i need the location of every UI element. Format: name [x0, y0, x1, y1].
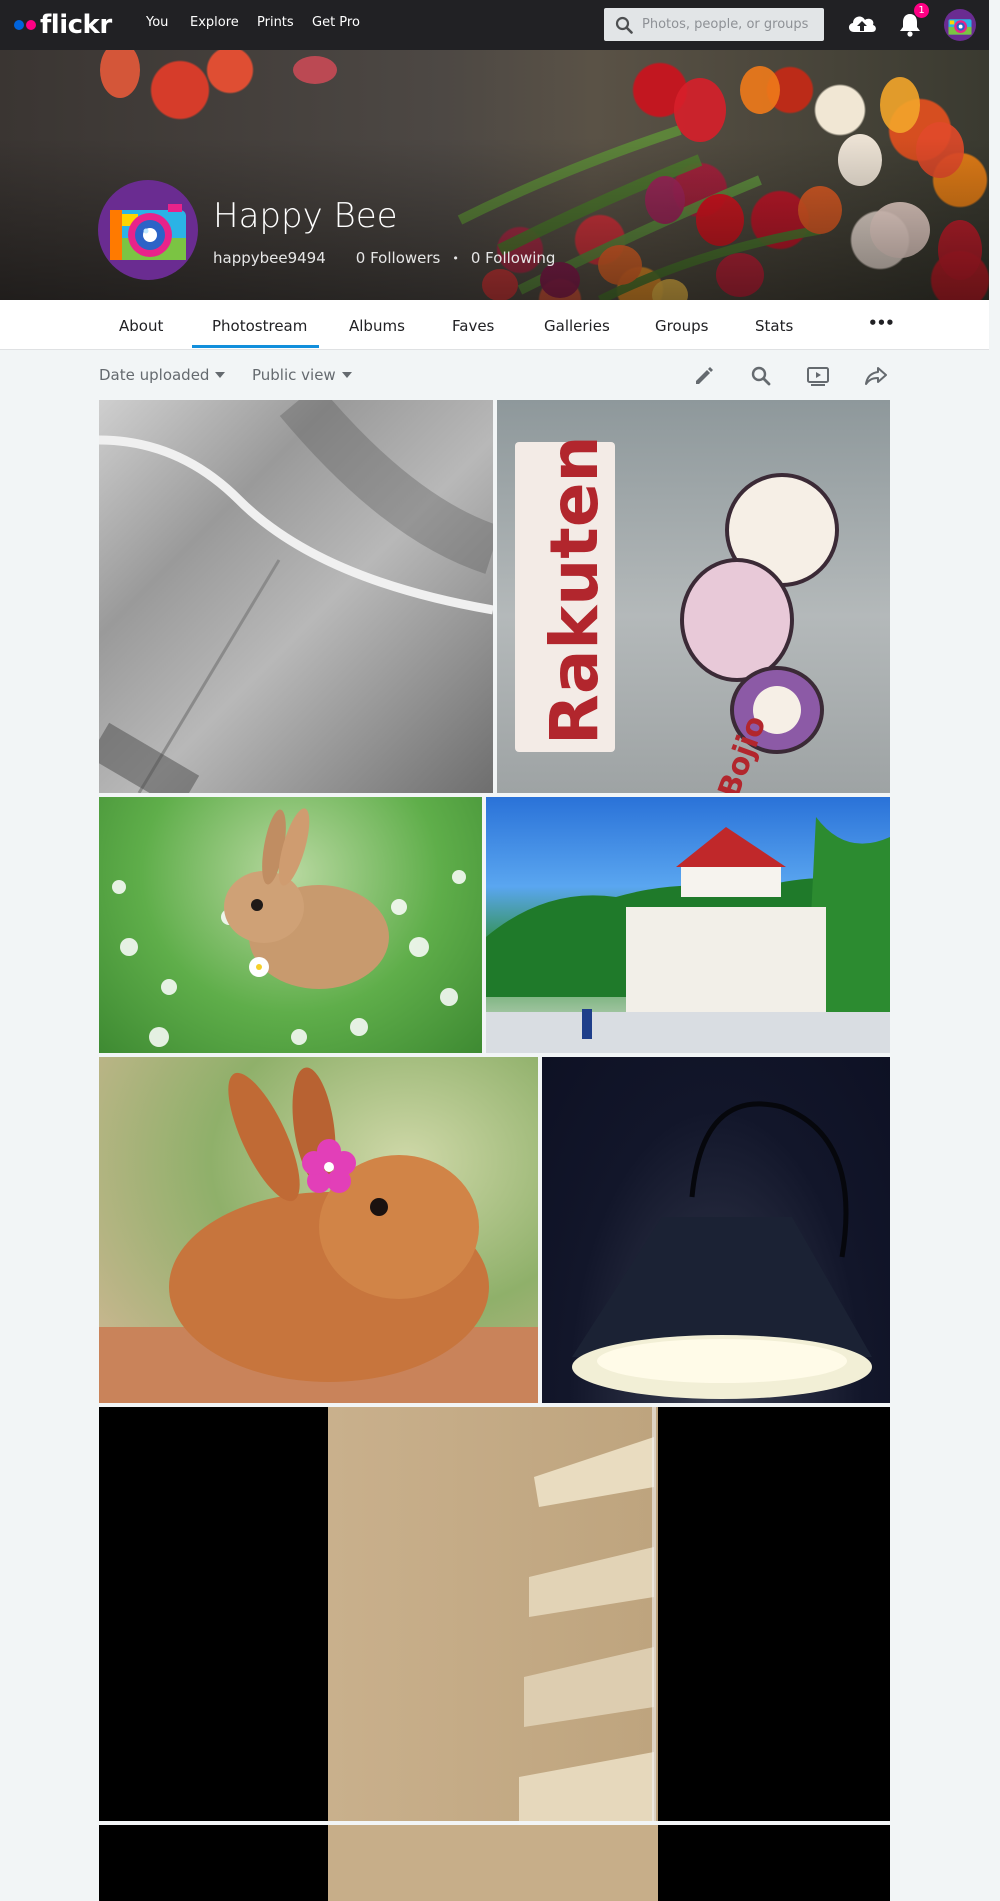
search-icon — [615, 16, 633, 34]
camera-avatar-icon — [110, 204, 186, 260]
photo-tile[interactable]: Rakuten Bojio — [497, 400, 890, 793]
profile-meta: happybee9494 0 Followers • 0 Following — [213, 249, 555, 267]
tab-galleries[interactable]: Galleries — [544, 317, 610, 335]
more-menu-button[interactable]: ••• — [868, 314, 895, 332]
profile-avatar[interactable] — [98, 180, 198, 280]
tab-groups[interactable]: Groups — [655, 317, 709, 335]
cable-photo-image — [99, 400, 493, 793]
tab-stats[interactable]: Stats — [755, 317, 794, 335]
logo-pink-dot — [26, 20, 36, 30]
sort-dropdown-label: Date uploaded — [99, 366, 210, 384]
view-dropdown-label: Public view — [252, 366, 336, 384]
rakuten-sticker-image: Rakuten Bojio — [515, 435, 839, 793]
upload-cloud-icon[interactable] — [846, 12, 878, 36]
photo-tile[interactable] — [99, 1057, 538, 1403]
chevron-down-icon — [341, 372, 352, 378]
tulip-cover-image — [100, 50, 982, 300]
nav-link-you[interactable]: You — [146, 15, 169, 30]
logo-text: flickr — [40, 10, 112, 40]
photo-tile[interactable] — [99, 400, 493, 793]
view-dropdown[interactable]: Public view — [252, 366, 352, 384]
chevron-down-icon — [215, 372, 226, 378]
sticker-text-rakuten: Rakuten — [536, 435, 613, 745]
nav-link-get-pro[interactable]: Get Pro — [312, 15, 360, 30]
tab-faves[interactable]: Faves — [452, 317, 495, 335]
wood-shelves-photo-image — [328, 1407, 658, 1821]
sort-dropdown[interactable]: Date uploaded — [99, 366, 226, 384]
profile-name: Happy Bee — [213, 196, 398, 236]
share-icon[interactable] — [864, 364, 888, 388]
followers-link[interactable]: 0 Followers — [355, 249, 441, 267]
nav-link-explore[interactable]: Explore — [190, 15, 239, 30]
edit-pencil-icon[interactable] — [692, 364, 716, 388]
rabbit-flower-photo-image — [99, 1067, 538, 1403]
search-input[interactable] — [642, 15, 812, 33]
flickr-logo[interactable]: flickr — [14, 10, 112, 40]
temple-photo-image — [486, 817, 890, 1053]
logo-blue-dot — [14, 20, 24, 30]
bell-icon[interactable] — [898, 12, 922, 38]
search-box — [604, 8, 824, 41]
profile-username: happybee9494 — [213, 249, 326, 267]
following-link[interactable]: 0 Following — [470, 249, 556, 267]
photo-tile[interactable] — [99, 797, 482, 1053]
meta-separator: • — [452, 251, 459, 265]
photo-tile[interactable] — [486, 797, 890, 1053]
nav-link-prints[interactable]: Prints — [257, 15, 294, 30]
tab-photostream[interactable]: Photostream — [212, 317, 308, 335]
profile-tabs-bar: About Photostream Albums Faves Galleries… — [0, 300, 989, 350]
tab-about[interactable]: About — [119, 317, 164, 335]
camera-avatar-icon — [948, 19, 972, 35]
photo-tile[interactable] — [99, 1407, 890, 1821]
wood-shelves-photo-image — [328, 1825, 658, 1901]
lamp-photo-image — [572, 1101, 872, 1399]
user-avatar[interactable] — [944, 9, 976, 41]
top-navigation-bar: flickr You Explore Prints Get Pro 1 — [0, 0, 989, 50]
search-icon[interactable] — [749, 364, 773, 388]
tab-albums[interactable]: Albums — [349, 317, 405, 335]
photo-tile[interactable] — [542, 1057, 890, 1403]
photo-tile[interactable] — [99, 1825, 890, 1901]
rabbit-photo-image — [112, 808, 466, 1047]
cover-photo — [0, 50, 989, 300]
slideshow-icon[interactable] — [806, 364, 830, 388]
notification-badge: 1 — [914, 3, 929, 18]
active-tab-indicator — [192, 345, 319, 348]
